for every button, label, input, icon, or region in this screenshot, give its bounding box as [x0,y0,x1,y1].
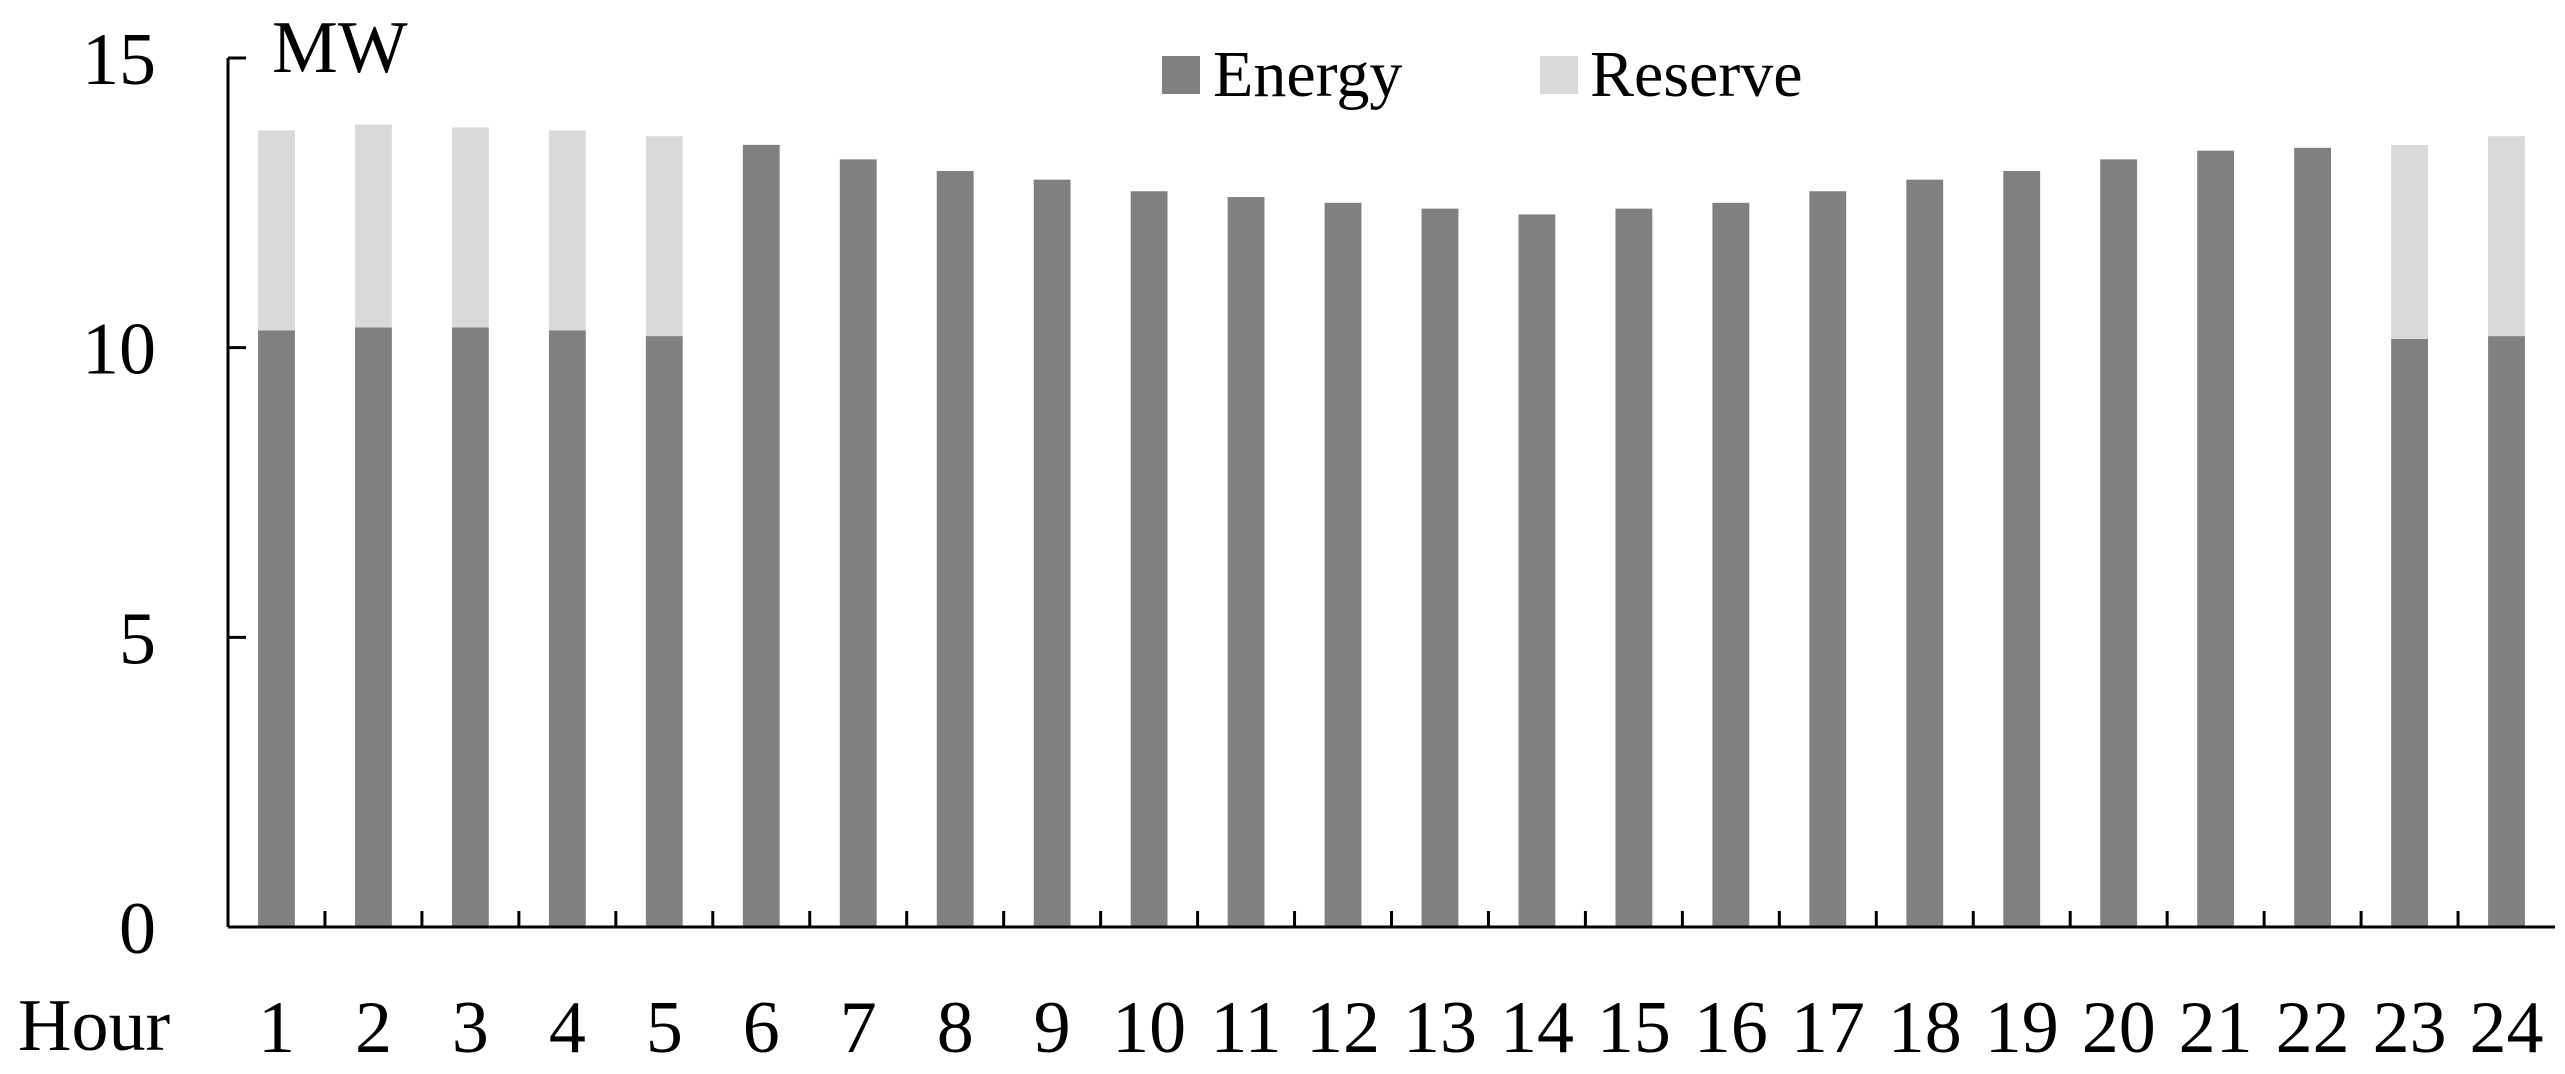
x-tick-label-11: 11 [1210,987,1281,1069]
x-tick-label-18: 18 [1888,987,1962,1069]
bar-energy-hour-6 [742,144,780,927]
bar-energy-hour-14 [1518,214,1556,928]
bar-energy-hour-12 [1324,202,1362,927]
x-tick-label-16: 16 [1694,987,1768,1069]
x-axis-label: Hour [18,985,170,1067]
x-tick-label-12: 12 [1306,987,1380,1069]
y-tick-label-15: 15 [82,19,156,101]
x-ticks: 1 2 3 4 5 6 7 8 9 10 11 12 13 14 15 16 17 18 19 20 21 22 23 24 [258,911,2544,1069]
x-tick-label-6: 6 [743,987,780,1069]
x-tick-label-1: 1 [258,987,295,1069]
bar-energy-hour-24 [2488,336,2525,928]
bar-energy-hour-5 [645,336,683,928]
x-tick-label-7: 7 [840,987,877,1069]
bar-reserve-hour-1 [258,130,295,331]
bar-reserve-hour-3 [451,127,489,328]
bar-energy-hour-19 [2003,170,2041,928]
bar-energy-hour-13 [1421,208,1459,927]
bar-energy-hour-21 [2197,150,2235,927]
legend-label-energy: Energy [1213,38,1402,111]
y-ticks: 0 5 10 15 [82,19,246,970]
x-tick-label-19: 19 [1985,987,2059,1069]
x-tick-label-10: 10 [1112,987,1186,1069]
bar-energy-hour-17 [1809,191,1847,927]
bar-reserve-hour-5 [645,136,683,337]
bar-energy-hour-2 [355,327,392,927]
x-tick-label-24: 24 [2470,987,2544,1069]
bar-energy-hour-4 [548,330,586,927]
bar-energy-hour-20 [2100,159,2138,927]
bar-energy-hour-22 [2294,147,2332,928]
bar-energy-hour-9 [1033,179,1071,927]
x-tick-label-2: 2 [355,987,392,1069]
x-tick-label-21: 21 [2179,987,2253,1069]
x-tick-label-4: 4 [549,987,586,1069]
bar-energy-hour-10 [1130,191,1168,927]
legend: Energy Reserve [1162,38,1803,111]
legend-swatch-energy [1162,56,1200,94]
x-tick-label-8: 8 [937,987,974,1069]
y-tick-label-10: 10 [82,309,156,391]
x-tick-label-3: 3 [452,987,489,1069]
bar-energy-hour-18 [1906,179,1944,927]
x-tick-label-14: 14 [1500,987,1574,1069]
bar-energy-hour-8 [936,170,974,928]
x-tick-label-9: 9 [1034,987,1071,1069]
y-axis-unit-label: MW [272,7,408,89]
bar-reserve-hour-2 [355,124,392,328]
bar-reserve-hour-24 [2488,136,2525,337]
y-tick-label-5: 5 [119,598,156,680]
bar-energy-hour-16 [1712,202,1750,927]
bar-energy-hour-15 [1615,208,1653,927]
bar-reserve-hour-4 [548,130,586,331]
x-tick-label-13: 13 [1403,987,1477,1069]
bars-layer [258,124,2525,928]
bar-reserve-hour-23 [2391,144,2428,339]
x-tick-label-15: 15 [1597,987,1671,1069]
bar-energy-hour-11 [1227,197,1265,928]
x-tick-label-5: 5 [646,987,683,1069]
bar-energy-hour-7 [839,159,877,927]
bar-energy-hour-3 [451,327,489,927]
bar-energy-hour-1 [258,330,295,927]
x-tick-label-22: 22 [2276,987,2350,1069]
y-tick-label-0: 0 [119,888,156,970]
legend-swatch-reserve [1540,56,1578,94]
x-tick-label-20: 20 [2082,987,2156,1069]
bar-energy-hour-23 [2391,338,2428,928]
x-tick-label-17: 17 [1791,987,1865,1069]
x-tick-label-23: 23 [2373,987,2447,1069]
legend-label-reserve: Reserve [1590,38,1803,111]
